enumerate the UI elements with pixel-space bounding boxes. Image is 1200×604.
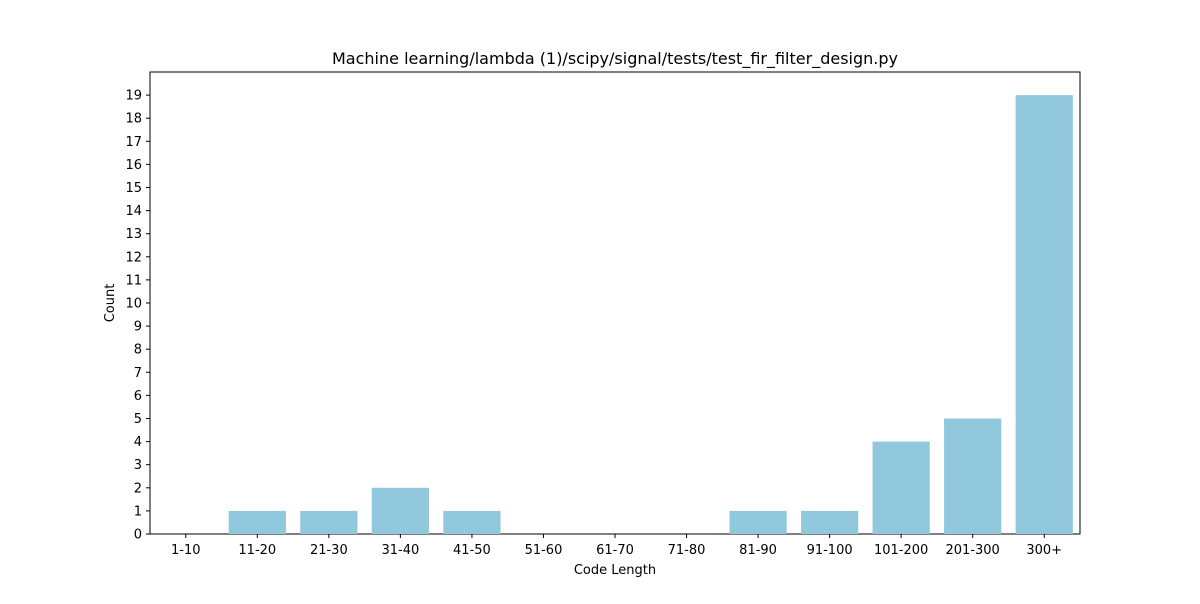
y-tick-label: 9 bbox=[134, 320, 142, 335]
y-tick-label: 0 bbox=[134, 528, 142, 543]
bar-101-200 bbox=[872, 441, 930, 534]
y-tick-label: 18 bbox=[125, 112, 142, 127]
bar-11-20 bbox=[228, 510, 286, 534]
bar-91-100 bbox=[801, 510, 859, 534]
y-tick-label: 6 bbox=[134, 389, 142, 404]
bar-41-50 bbox=[443, 510, 501, 534]
bar-81-90 bbox=[729, 510, 787, 534]
bar-31-40 bbox=[371, 487, 429, 534]
x-tick-label: 81-90 bbox=[739, 543, 777, 558]
y-tick-label: 16 bbox=[125, 158, 142, 173]
y-tick-label: 5 bbox=[134, 412, 142, 427]
x-axis: 1-10 11-20 21-30 31-40 41-50 51-60 61-70 71-80 8… bbox=[171, 534, 1062, 558]
x-tick-label: 1-10 bbox=[171, 543, 201, 558]
x-tick-label: 61-70 bbox=[596, 543, 634, 558]
x-tick-label: 21-30 bbox=[310, 543, 348, 558]
y-tick-label: 10 bbox=[125, 297, 142, 312]
y-tick-label: 7 bbox=[134, 366, 142, 381]
bar-300+ bbox=[1015, 95, 1073, 534]
chart-title: Machine learning/lambda (1)/scipy/signal… bbox=[332, 49, 898, 69]
x-tick-label: 201-300 bbox=[946, 543, 1000, 558]
bar-21-30 bbox=[300, 510, 358, 534]
y-tick-label: 8 bbox=[134, 343, 142, 358]
x-tick-label: 71-80 bbox=[668, 543, 706, 558]
y-tick-label: 13 bbox=[125, 227, 142, 242]
y-tick-label: 4 bbox=[134, 435, 142, 450]
y-tick-label: 19 bbox=[125, 89, 142, 104]
x-tick-label: 300+ bbox=[1026, 543, 1062, 558]
x-tick-label: 51-60 bbox=[525, 543, 563, 558]
x-axis-title: Code Length bbox=[574, 563, 656, 578]
y-tick-label: 11 bbox=[125, 273, 142, 288]
x-tick-label: 11-20 bbox=[238, 543, 276, 558]
y-tick-label: 15 bbox=[125, 181, 142, 196]
bar-201-300 bbox=[944, 418, 1002, 534]
y-axis-title: Count bbox=[103, 284, 118, 323]
plot-area bbox=[149, 71, 1081, 535]
y-tick-label: 17 bbox=[125, 135, 142, 150]
x-tick-label: 91-100 bbox=[807, 543, 853, 558]
y-tick-label: 1 bbox=[134, 504, 142, 519]
y-tick-label: 12 bbox=[125, 250, 142, 265]
x-tick-label: 101-200 bbox=[874, 543, 928, 558]
bars-group bbox=[228, 95, 1073, 534]
plot-frame bbox=[149, 71, 1081, 535]
y-tick-label: 2 bbox=[134, 481, 142, 496]
y-tick-label: 14 bbox=[125, 204, 142, 219]
y-tick-label: 3 bbox=[134, 458, 142, 473]
x-tick-label: 31-40 bbox=[381, 543, 419, 558]
x-tick-label: 41-50 bbox=[453, 543, 491, 558]
